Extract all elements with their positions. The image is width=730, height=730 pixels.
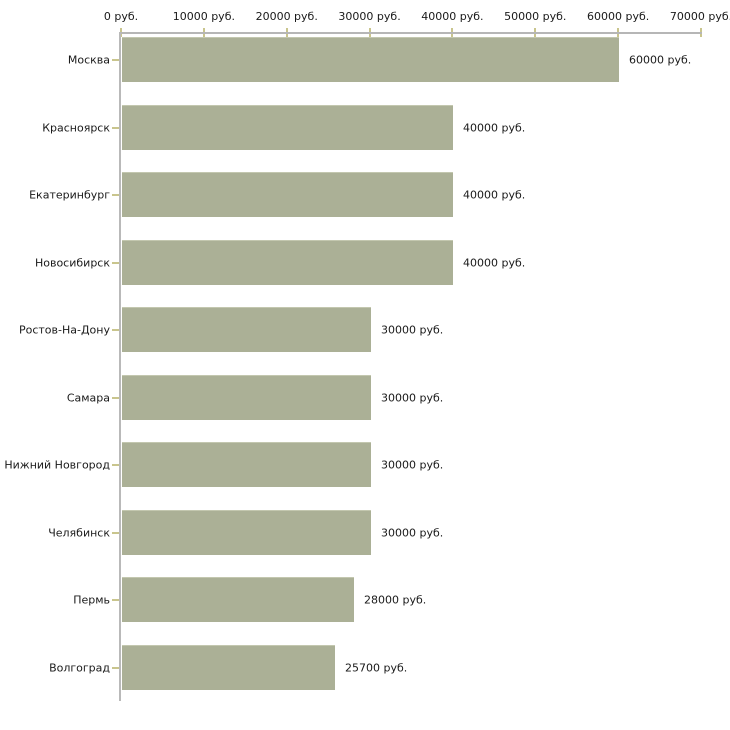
value-label: 28000 руб.: [364, 593, 427, 606]
bar: [122, 442, 371, 487]
bar: [122, 307, 371, 352]
x-axis-tick-label: 70000 руб.: [669, 10, 730, 23]
category-tick-mark: [112, 58, 119, 61]
category-tick-mark: [112, 463, 119, 466]
x-axis-tick-label: 40000 руб.: [421, 10, 484, 23]
value-label: 30000 руб.: [381, 391, 444, 404]
value-label: 30000 руб.: [381, 323, 444, 336]
category-tick-mark: [112, 598, 119, 601]
x-axis-tick-label: 0 руб.: [103, 10, 139, 23]
value-label: 30000 руб.: [381, 458, 444, 471]
category-label: Москва: [67, 53, 110, 66]
y-axis-line: [119, 32, 121, 701]
bar-row: Ростов-На-Дону 30000 руб.: [0, 307, 730, 352]
bar: [122, 510, 371, 555]
category-label: Красноярск: [42, 121, 110, 134]
x-axis-tick-label: 30000 руб.: [338, 10, 401, 23]
value-label: 40000 руб.: [463, 188, 526, 201]
bar: [122, 240, 453, 285]
category-tick-mark: [112, 261, 119, 264]
x-axis-tick-label: 20000 руб.: [255, 10, 318, 23]
category-label: Нижний Новгород: [4, 458, 110, 471]
category-label: Пермь: [73, 593, 110, 606]
bar: [122, 172, 453, 217]
value-label: 30000 руб.: [381, 526, 444, 539]
bar: [122, 375, 371, 420]
x-axis-line: [119, 32, 702, 34]
category-label: Волгоград: [49, 661, 110, 674]
value-label: 25700 руб.: [345, 661, 408, 674]
x-axis-tick-label: 10000 руб.: [172, 10, 235, 23]
category-tick-mark: [112, 666, 119, 669]
category-label: Самара: [66, 391, 110, 404]
category-tick-mark: [112, 193, 119, 196]
category-label: Челябинск: [48, 526, 110, 539]
bar: [122, 645, 335, 690]
x-axis-tick-label: 60000 руб.: [587, 10, 650, 23]
value-label: 40000 руб.: [463, 256, 526, 269]
bar-row: Красноярск 40000 руб.: [0, 105, 730, 150]
category-tick-mark: [112, 531, 119, 534]
bar: [122, 37, 619, 82]
bar-row: Екатеринбург 40000 руб.: [0, 172, 730, 217]
bar-row: Челябинск 30000 руб.: [0, 510, 730, 555]
category-tick-mark: [112, 126, 119, 129]
bar-row: Самара 30000 руб.: [0, 375, 730, 420]
value-label: 40000 руб.: [463, 121, 526, 134]
bar-row: Нижний Новгород 30000 руб.: [0, 442, 730, 487]
x-axis-tick-label: 50000 руб.: [504, 10, 567, 23]
category-tick-mark: [112, 328, 119, 331]
bar-row: Волгоград 25700 руб.: [0, 645, 730, 690]
bar-row: Новосибирск 40000 руб.: [0, 240, 730, 285]
bar: [122, 105, 453, 150]
category-tick-mark: [112, 396, 119, 399]
bar-row: Пермь 28000 руб.: [0, 577, 730, 622]
category-label: Ростов-На-Дону: [18, 323, 110, 336]
bar: [122, 577, 354, 622]
bar-row: Москва 60000 руб.: [0, 37, 730, 82]
value-label: 60000 руб.: [629, 53, 692, 66]
category-label: Новосибирск: [34, 256, 110, 269]
category-label: Екатеринбург: [29, 188, 110, 201]
